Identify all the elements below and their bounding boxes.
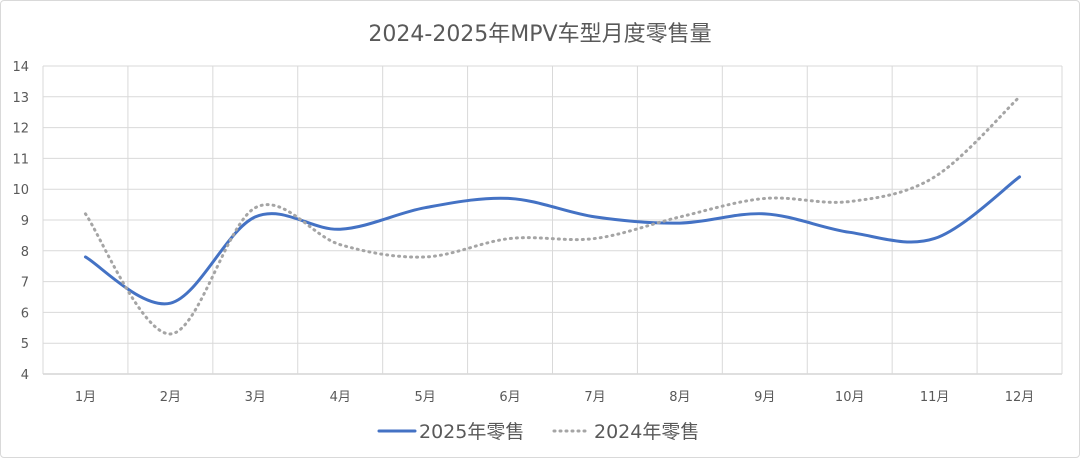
x-tick-label: 4月 xyxy=(330,390,351,405)
x-tick-label: 12月 xyxy=(1005,390,1035,405)
y-tick-label: 6 xyxy=(21,306,29,321)
x-tick-label: 10月 xyxy=(835,390,865,405)
legend-label: 2024年零售 xyxy=(594,421,699,443)
y-tick-label: 4 xyxy=(21,368,29,383)
legend-label: 2025年零售 xyxy=(419,421,524,443)
series-line-2025 xyxy=(83,175,1022,306)
x-tick-label: 7月 xyxy=(584,390,605,405)
chart-title: 2024-2025年MPV车型月度零售量 xyxy=(368,22,711,47)
y-tick-label: 10 xyxy=(12,183,29,198)
x-tick-label: 8月 xyxy=(669,390,690,405)
y-tick-label: 7 xyxy=(21,276,29,291)
y-tick-label: 11 xyxy=(12,152,29,167)
x-tick-label: 1月 xyxy=(75,390,96,405)
series-line-2024 xyxy=(83,95,1022,336)
x-tick-label: 9月 xyxy=(754,390,775,405)
y-tick-label: 12 xyxy=(12,122,29,137)
x-tick-label: 5月 xyxy=(414,390,435,405)
x-tick-label: 2月 xyxy=(160,390,181,405)
y-tick-label: 5 xyxy=(21,337,29,352)
x-tick-label: 3月 xyxy=(245,390,266,405)
y-tick-label: 8 xyxy=(21,245,29,260)
x-tick-label: 11月 xyxy=(920,390,950,405)
y-tick-label: 13 xyxy=(12,91,29,106)
x-tick-label: 6月 xyxy=(499,390,520,405)
y-tick-label: 9 xyxy=(21,214,29,229)
y-tick-label: 14 xyxy=(12,60,29,75)
